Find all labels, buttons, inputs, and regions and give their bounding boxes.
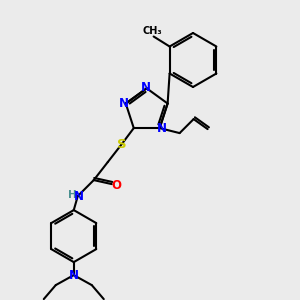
Text: O: O <box>112 178 122 192</box>
Text: H: H <box>68 190 77 200</box>
Text: N: N <box>141 81 151 94</box>
Text: N: N <box>69 268 79 282</box>
Text: N: N <box>119 97 129 110</box>
Text: CH₃: CH₃ <box>143 26 162 37</box>
Text: N: N <box>157 122 166 135</box>
Text: S: S <box>117 138 127 151</box>
Text: N: N <box>74 190 84 202</box>
